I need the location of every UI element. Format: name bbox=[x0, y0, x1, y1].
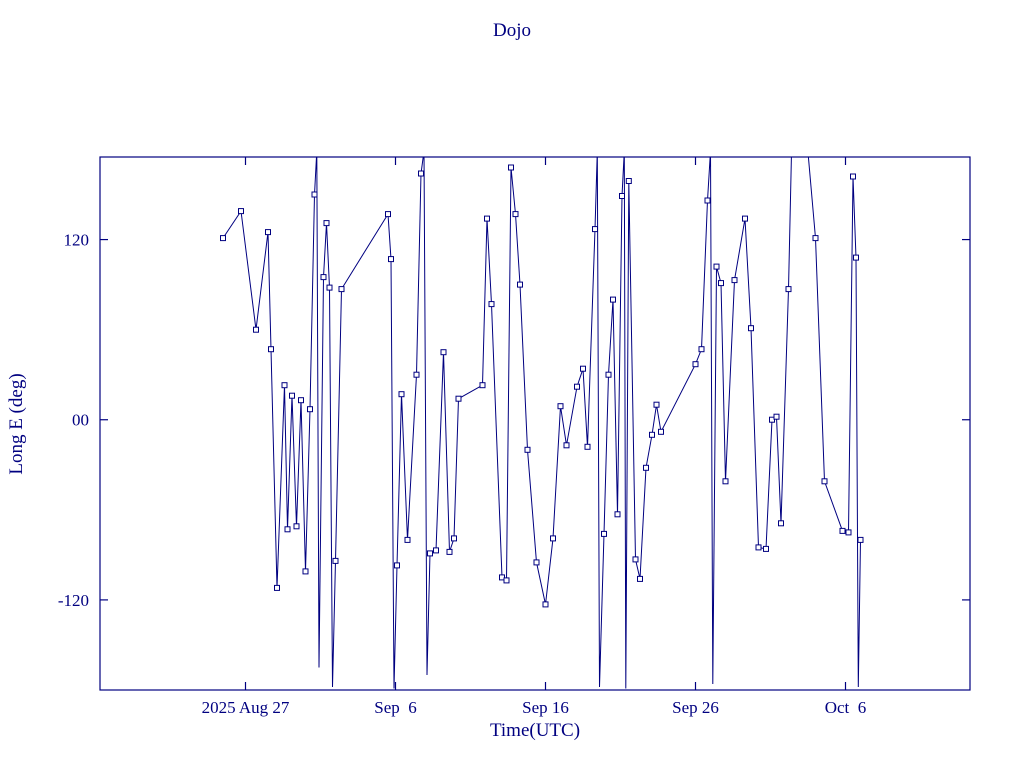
data-point-marker bbox=[853, 254, 859, 261]
data-point-marker bbox=[418, 170, 424, 177]
y-tick-label: -120 bbox=[58, 591, 89, 610]
data-point-marker bbox=[763, 545, 769, 552]
data-point-marker bbox=[619, 193, 625, 199]
data-point-marker bbox=[524, 446, 531, 453]
data-point-marker bbox=[293, 523, 300, 530]
data-point-marker bbox=[653, 401, 660, 408]
data-point-marker bbox=[220, 235, 226, 242]
plot-frame bbox=[99, 156, 971, 691]
data-point-marker bbox=[857, 536, 864, 543]
data-point-marker bbox=[773, 413, 780, 420]
data-point-marker bbox=[398, 391, 405, 398]
data-point-marker bbox=[320, 274, 327, 281]
data-point-marker bbox=[658, 428, 664, 435]
data-point-marker bbox=[584, 443, 591, 450]
data-point-marker bbox=[307, 406, 313, 413]
data-point-marker bbox=[311, 191, 318, 198]
data-point-marker bbox=[542, 601, 549, 608]
data-point-marker bbox=[265, 229, 271, 236]
data-point-marker bbox=[238, 208, 244, 215]
data-point-marker bbox=[508, 164, 514, 171]
data-point-marker bbox=[440, 349, 447, 356]
y-tick-label: 120 bbox=[64, 231, 90, 250]
data-point-marker bbox=[455, 395, 462, 402]
data-point-marker bbox=[625, 178, 632, 184]
data-series bbox=[222, 157, 861, 689]
data-point-marker bbox=[550, 535, 556, 542]
data-point-marker bbox=[446, 548, 453, 555]
data-point-marker bbox=[845, 529, 852, 536]
data-point-marker bbox=[778, 520, 784, 527]
data-point-marker bbox=[253, 326, 259, 333]
data-point-marker bbox=[812, 235, 819, 242]
data-point-marker bbox=[755, 544, 762, 551]
data-point-marker bbox=[643, 464, 649, 471]
x-tick-label: Sep 16 bbox=[522, 698, 569, 717]
axis-ticks: 2025 Aug 27 Sep 6 Sep 16 Sep 26 Oct 6 120 00 -1… bbox=[58, 157, 970, 717]
data-point-marker bbox=[821, 478, 828, 485]
data-point-marker bbox=[517, 281, 523, 288]
data-point-marker bbox=[839, 527, 846, 534]
data-series-line bbox=[222, 157, 861, 689]
data-point-marker bbox=[731, 277, 738, 284]
data-point-marker bbox=[698, 346, 705, 353]
data-point-marker bbox=[605, 371, 612, 378]
data-point-marker bbox=[718, 280, 724, 287]
data-point-marker bbox=[323, 220, 330, 227]
data-point-marker bbox=[451, 535, 457, 542]
data-point-marker bbox=[427, 550, 433, 557]
x-tick-label: Oct 6 bbox=[825, 698, 867, 717]
x-tick-label: 2025 Aug 27 bbox=[202, 698, 290, 717]
chart-title: Dojo bbox=[493, 20, 531, 41]
data-point-marker bbox=[592, 226, 598, 233]
data-point-marker bbox=[479, 382, 486, 389]
data-point-marker bbox=[748, 325, 754, 332]
data-point-marker bbox=[388, 256, 394, 263]
data-point-marker bbox=[649, 431, 655, 438]
data-point-marker bbox=[850, 173, 856, 180]
x-tick-label: Sep 6 bbox=[374, 698, 417, 717]
data-point-marker bbox=[274, 584, 280, 591]
data-point-marker bbox=[742, 215, 748, 222]
data-point-marker bbox=[281, 382, 288, 389]
data-point-marker bbox=[404, 536, 411, 543]
data-point-marker bbox=[338, 286, 345, 293]
data-point-marker bbox=[574, 383, 580, 390]
data-point-marker bbox=[713, 263, 720, 270]
data-point-marker bbox=[394, 562, 400, 569]
data-point-marker bbox=[704, 197, 711, 204]
x-axis-label: Time(UTC) bbox=[490, 720, 580, 741]
data-point-marker bbox=[332, 557, 339, 564]
y-tick-label: 00 bbox=[72, 411, 89, 430]
y-axis-label: Long E (deg) bbox=[6, 373, 27, 474]
data-point-marker bbox=[268, 346, 274, 353]
data-point-marker bbox=[413, 371, 420, 378]
data-point-marker bbox=[302, 568, 309, 575]
data-point-marker bbox=[610, 296, 616, 303]
data-point-marker bbox=[503, 577, 510, 584]
data-point-marker bbox=[484, 215, 490, 222]
data-point-marker bbox=[637, 575, 643, 582]
data-point-marker bbox=[512, 211, 519, 218]
data-point-marker bbox=[289, 392, 295, 399]
data-point-marker bbox=[580, 365, 586, 372]
data-point-marker bbox=[563, 442, 570, 449]
data-point-marker bbox=[385, 211, 391, 218]
data-point-marker bbox=[533, 559, 540, 566]
data-point-markers bbox=[220, 164, 864, 608]
data-point-marker bbox=[284, 526, 291, 533]
data-point-marker bbox=[722, 478, 729, 485]
data-point-marker bbox=[298, 397, 304, 404]
data-point-marker bbox=[488, 301, 495, 308]
data-point-marker bbox=[692, 361, 699, 368]
data-point-marker bbox=[785, 286, 792, 293]
data-point-marker bbox=[601, 530, 607, 537]
data-point-marker bbox=[614, 511, 621, 518]
data-point-marker bbox=[632, 556, 639, 563]
data-point-marker bbox=[433, 547, 439, 554]
x-tick-label: Sep 26 bbox=[672, 698, 719, 717]
data-point-marker bbox=[557, 403, 564, 410]
data-point-marker bbox=[326, 284, 333, 291]
